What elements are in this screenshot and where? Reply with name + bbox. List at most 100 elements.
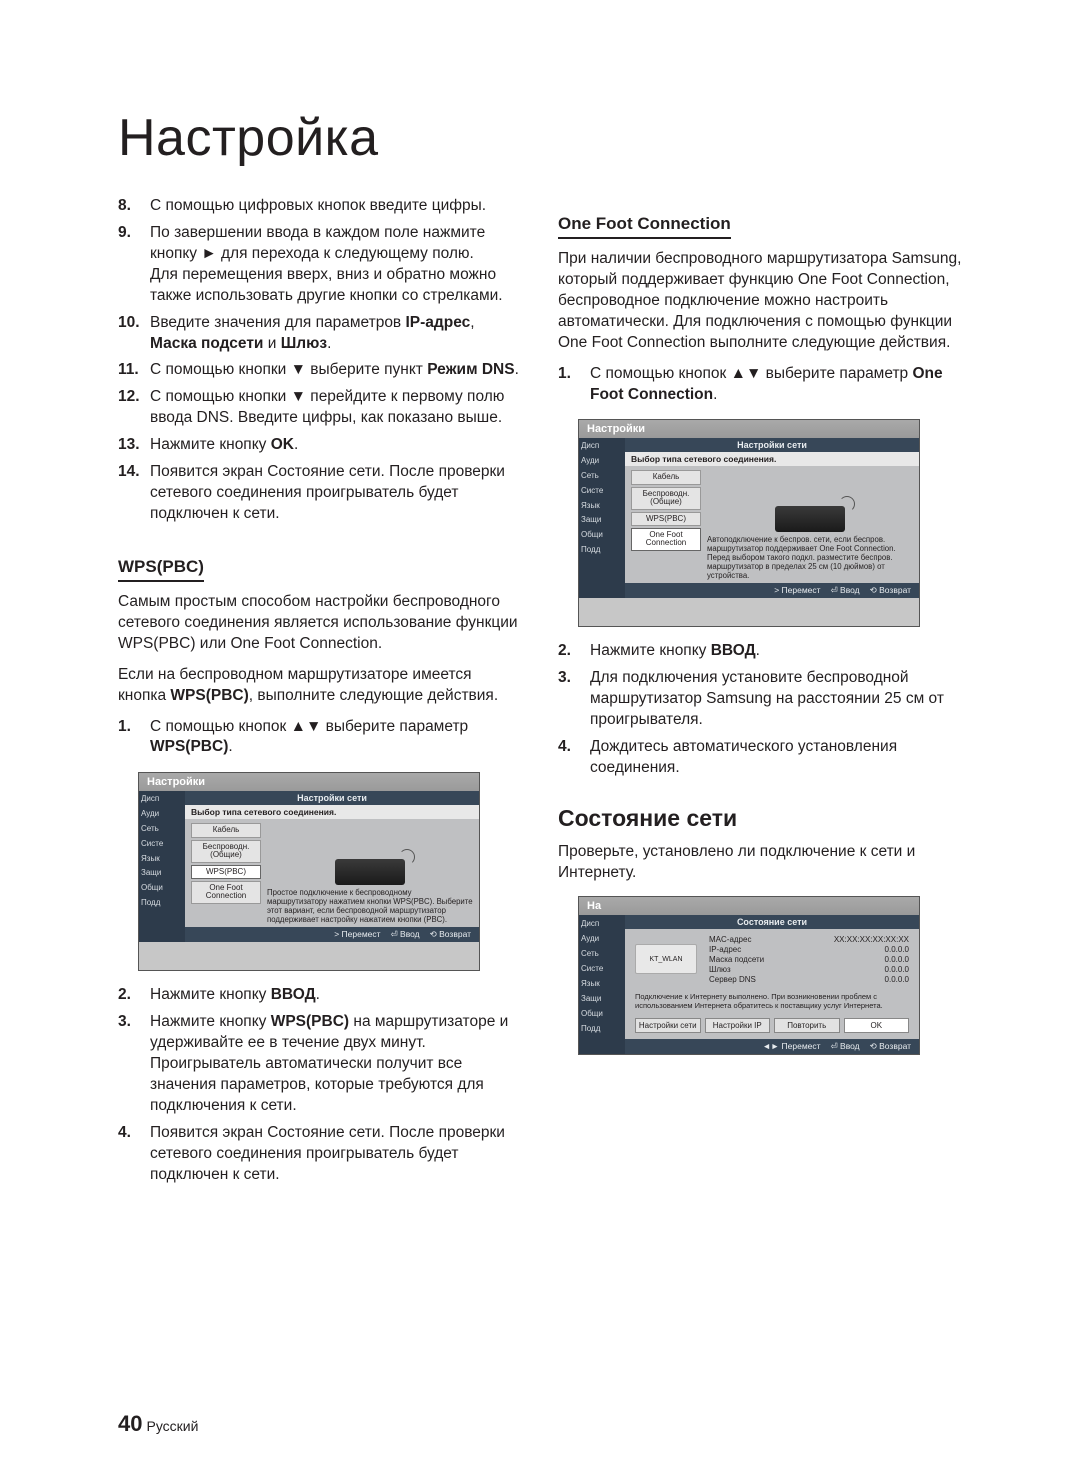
footer-hint: ⟲ Возврат <box>430 929 471 939</box>
sidebar-item: Сеть <box>581 949 623 958</box>
sidebar-item: Общи <box>581 1009 623 1018</box>
ui1-title: Настройки сети <box>185 791 479 805</box>
footer-hint: ⟲ Возврат <box>870 585 911 595</box>
option-item: Беспроводн. (Общие) <box>631 487 701 510</box>
list-item: 4.Появится экран Состояние сети. После п… <box>118 1123 522 1186</box>
sidebar-item: Язык <box>581 502 623 511</box>
ofc-heading: One Foot Connection <box>558 214 731 239</box>
sidebar-item: Ауди <box>141 810 183 819</box>
ui-network-status: На Дисп Ауди Сеть Систе Язык Защи Общи Подд Сос… <box>578 896 920 1055</box>
sidebar-item: Систе <box>581 964 623 973</box>
status-p: Проверьте, установлено ли подключение к … <box>558 842 962 884</box>
sidebar-item: Дисп <box>141 795 183 804</box>
option-item: One Foot Connection <box>191 881 261 904</box>
ui1-sidebar: ДиспАудиСетьСистеЯзыкЗащиОбщиПодд <box>139 791 185 942</box>
status-button: Настройки сети <box>635 1018 701 1033</box>
sidebar-item: Дисп <box>581 919 623 928</box>
sidebar-item: Общи <box>581 531 623 540</box>
sidebar-item: Общи <box>141 884 183 893</box>
list-item: 2.Нажмите кнопку ВВОД. <box>118 985 522 1006</box>
ui2-sub: Выбор типа сетевого соединения. <box>625 452 919 466</box>
page-number: 40Русский <box>118 1411 198 1437</box>
list-item: 10.Введите значения для параметров IP-ад… <box>118 313 522 355</box>
wps-p1: Самым простым способом настройки беспров… <box>118 592 522 655</box>
ui2-options: Кабель Беспроводн. (Общие) WPS(PBC) One Foo… <box>631 470 701 581</box>
list-item: 1.С помощью кнопок ▲▼ выберите параметр … <box>118 717 522 759</box>
ui1-desc: Простое подключение к беспроводному марш… <box>267 823 473 925</box>
wps-heading: WPS(PBC) <box>118 557 204 582</box>
list-item: 1.С помощью кнопок ▲▼ выберите параметр … <box>558 364 962 406</box>
ui2-header: Настройки <box>579 420 919 438</box>
footer-hint: > Перемест <box>774 585 820 595</box>
sidebar-item: Ауди <box>581 934 623 943</box>
footer-hint: ⏎ Ввод <box>391 929 420 939</box>
ui3-buttons: Настройки сети Настройки IPПовторить OK <box>625 1016 919 1039</box>
footer-hint: ◄► Перемест <box>762 1041 820 1051</box>
option-item: Беспроводн. (Общие) <box>191 840 261 863</box>
list-item: 3.Нажмите кнопку WPS(PBC) на маршрутизат… <box>118 1012 522 1117</box>
status-button: OK <box>844 1018 910 1033</box>
ui1-options: Кабель Беспроводн. (Общие) WPS(PBC) One Foo… <box>191 823 261 925</box>
sidebar-item: Язык <box>581 979 623 988</box>
ui1-footer: > Перемест ⏎ Ввод ⟲ Возврат <box>185 927 479 942</box>
list-item: 3.Для подключения установите беспроводно… <box>558 668 962 731</box>
list-item: 11.С помощью кнопки ▼ выберите пункт Реж… <box>118 360 522 381</box>
ui3-values: MAC-адресXX:XX:XX:XX:XX:XXIP-адрес0.0.0.… <box>709 935 909 984</box>
ofc-steps-2-4: 2.Нажмите кнопку ВВОД. 3.Для подключения … <box>558 641 962 779</box>
sidebar-item: Защи <box>141 869 183 878</box>
ui1-header: Настройки <box>139 773 479 791</box>
sidebar-item: Подд <box>141 899 183 908</box>
wlan-icon: KT_WLAN <box>635 944 697 974</box>
ui3-footer: ◄► Перемест ⏎ Ввод ⟲ Возврат <box>625 1039 919 1054</box>
sidebar-item: Защи <box>581 516 623 525</box>
ui-settings-ofc: Настройки Дисп Ауди Сеть Систе Язык Защи Общи П… <box>578 419 920 627</box>
status-heading: Состояние сети <box>558 805 962 832</box>
option-item: WPS(PBC) <box>191 865 261 879</box>
footer-hint: ⏎ Ввод <box>831 585 860 595</box>
ofc-step-1: 1.С помощью кнопок ▲▼ выберите параметр … <box>558 364 962 406</box>
sidebar-item: Защи <box>581 994 623 1003</box>
ofc-p: При наличии беспроводного маршрутизатора… <box>558 249 962 354</box>
router-icon <box>775 506 845 532</box>
list-item: 8.С помощью цифровых кнопок введите цифр… <box>118 196 522 217</box>
page-title: Настройка <box>118 108 962 168</box>
ui-settings-wps: Настройки ДиспАудиСетьСистеЯзыкЗащиОбщиП… <box>138 772 480 971</box>
sidebar-item: Сеть <box>141 825 183 834</box>
ui3-title: Состояние сети <box>625 915 919 929</box>
footer-hint: ⏎ Ввод <box>831 1041 860 1051</box>
sidebar-item: Систе <box>581 487 623 496</box>
ui3-sidebar: Дисп Ауди Сеть Систе Язык Защи Общи Подд <box>579 915 625 1054</box>
option-item: WPS(PBC) <box>631 512 701 526</box>
wps-steps-2-4: 2.Нажмите кнопку ВВОД. 3.Нажмите кнопку W… <box>118 985 522 1185</box>
wps-step-1: 1.С помощью кнопок ▲▼ выберите параметр … <box>118 717 522 759</box>
router-icon <box>335 859 405 885</box>
list-item: 2.Нажмите кнопку ВВОД. <box>558 641 962 662</box>
list-item: 14.Появится экран Состояние сети. После … <box>118 462 522 525</box>
option-item: Кабель <box>191 823 261 837</box>
sidebar-item: Подд <box>581 1024 623 1033</box>
sidebar-item: Язык <box>141 855 183 864</box>
ui2-sidebar: Дисп Ауди Сеть Систе Язык Защи Общи Подд <box>579 438 625 598</box>
wps-p2: Если на беспроводном маршрутизаторе имее… <box>118 665 522 707</box>
status-button: Настройки IP <box>705 1018 771 1033</box>
ui2-desc: Автоподключение к беспров. сети, если бе… <box>707 470 913 581</box>
option-item: One Foot Connection <box>631 528 701 551</box>
list-item: 13.Нажмите кнопку OK. <box>118 435 522 456</box>
sidebar-item: Сеть <box>581 472 623 481</box>
ui2-footer: > Перемест ⏎ Ввод ⟲ Возврат <box>625 583 919 598</box>
footer-hint: > Перемест <box>334 929 380 939</box>
list-item: 12.С помощью кнопки ▼ перейдите к первом… <box>118 387 522 429</box>
ui3-message: Подключение к Интернету выполнено. При в… <box>625 990 919 1016</box>
ui1-sub: Выбор типа сетевого соединения. <box>185 805 479 819</box>
ui3-header: На <box>579 897 919 915</box>
footer-hint: ⟲ Возврат <box>870 1041 911 1051</box>
list-item: 4.Дождитесь автоматического установления… <box>558 737 962 779</box>
status-button: Повторить <box>774 1018 840 1033</box>
sidebar-item: Дисп <box>581 442 623 451</box>
sidebar-item: Ауди <box>581 457 623 466</box>
option-item: Кабель <box>631 470 701 484</box>
ui2-title: Настройки сети <box>625 438 919 452</box>
sidebar-item: Подд <box>581 546 623 555</box>
list-item: 9.По завершении ввода в каждом поле нажм… <box>118 223 522 307</box>
steps-8-14: 8.С помощью цифровых кнопок введите цифр… <box>118 196 522 525</box>
